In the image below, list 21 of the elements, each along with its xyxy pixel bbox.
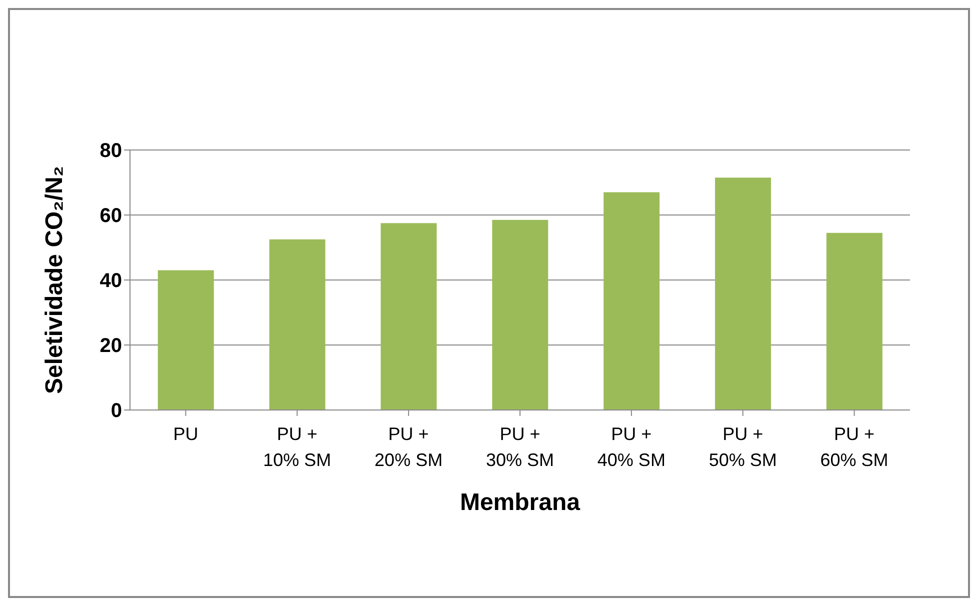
x-tick-label: PU — [173, 424, 198, 444]
bar — [826, 232, 882, 410]
x-tick-label: PU + 60% SM — [820, 424, 888, 470]
y-tick-label: 80 — [100, 140, 122, 162]
bar — [269, 239, 326, 410]
x-axis-title: Membrana — [460, 489, 581, 516]
x-tick-label: PU + 20% SM — [374, 424, 443, 470]
y-tick-label: 60 — [100, 205, 122, 228]
bar — [492, 220, 548, 410]
y-tick-label: 20 — [100, 335, 122, 358]
bar — [380, 223, 437, 410]
x-tick-label: PU + 50% SM — [708, 424, 777, 470]
x-tick-label: PU + 10% SM — [263, 424, 332, 470]
y-tick-label: 40 — [100, 270, 122, 292]
bar — [715, 178, 771, 410]
y-axis-title: Seletividade CO₂/N₂ — [41, 166, 68, 394]
x-tick-label: PU + 30% SM — [486, 424, 554, 470]
bar — [604, 192, 660, 410]
x-tick-label: PU + 40% SM — [597, 424, 666, 470]
y-tick-label: 0 — [110, 400, 122, 422]
bar — [158, 270, 214, 410]
